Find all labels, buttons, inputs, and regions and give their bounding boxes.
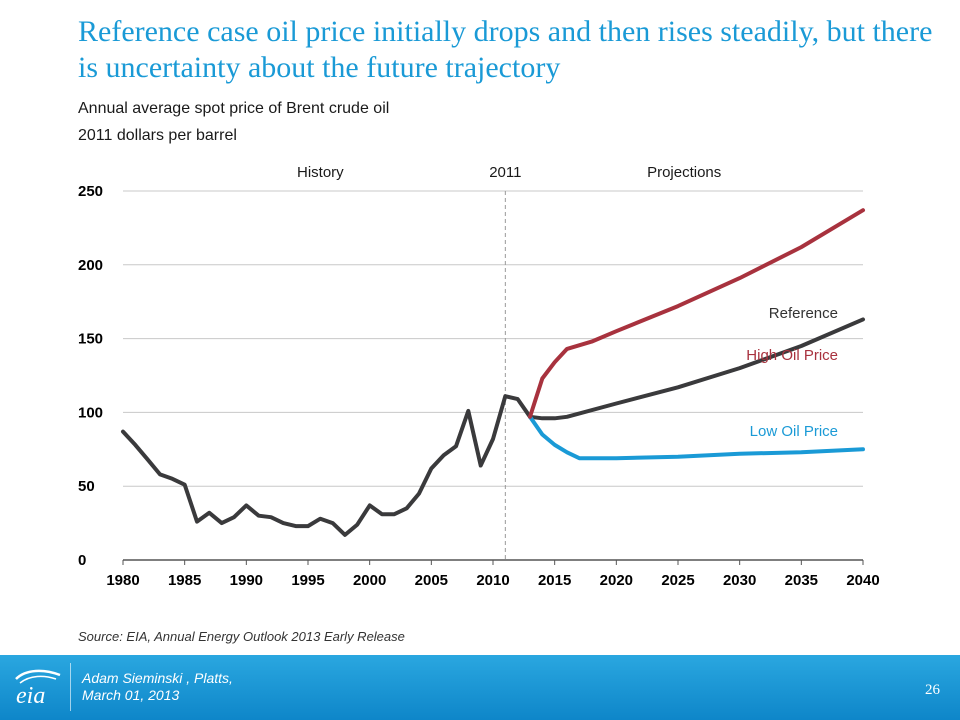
series-line-low: [528, 414, 865, 461]
chart-units: 2011 dollars per barrel: [78, 127, 237, 144]
chart-subtitle: Annual average spot price of Brent crude…: [78, 100, 390, 117]
x-tick-label: 2030: [723, 572, 756, 589]
y-tick-label: 100: [78, 404, 103, 421]
presenter-info: Adam Sieminski , Platts, March 01, 2013: [82, 670, 233, 704]
series-line-history: [121, 394, 532, 537]
page-number: 26: [925, 682, 940, 698]
x-tick-label: 2020: [600, 572, 633, 589]
x-tick-label: 2025: [661, 572, 694, 589]
source-note: Source: EIA, Annual Energy Outlook 2013 …: [78, 629, 405, 644]
x-tick-label: 2010: [476, 572, 509, 589]
logo-divider: [70, 663, 71, 711]
footer-bar: eia Adam Sieminski , Platts, March 01, 2…: [0, 655, 960, 720]
x-tick-label: 1980: [106, 572, 139, 589]
x-tick-label: 2040: [846, 572, 879, 589]
y-tick-label: 200: [78, 257, 103, 274]
projections-label: Projections: [647, 164, 721, 181]
x-tick-label: 1985: [168, 572, 201, 589]
x-tick-label: 2035: [785, 572, 818, 589]
series-label-high: High Oil Price: [746, 347, 838, 364]
x-tick-label: 2005: [415, 572, 448, 589]
x-tick-label: 2000: [353, 572, 386, 589]
slide-title: Reference case oil price initially drops…: [78, 15, 933, 84]
x-tick-label: 1995: [291, 572, 324, 589]
divider-year-label: 2011: [489, 164, 521, 181]
presenter-line-2: March 01, 2013: [82, 687, 180, 703]
history-label: History: [297, 164, 344, 181]
eia-logo-icon: eia: [15, 669, 61, 709]
series-label-reference: Reference: [769, 305, 838, 322]
y-tick-label: 50: [78, 478, 95, 495]
x-tick-label: 2015: [538, 572, 571, 589]
y-tick-label: 250: [78, 183, 103, 200]
y-tick-label: 150: [78, 331, 103, 348]
x-tick-label: 1990: [230, 572, 263, 589]
series-line-high: [528, 208, 865, 419]
series-label-low: Low Oil Price: [750, 423, 838, 440]
presenter-line-1: Adam Sieminski , Platts,: [82, 670, 233, 686]
oil-price-chart: 0 50 100 150 200 250 1980 1985 1990 1995 2000 2005 2…: [78, 164, 880, 589]
y-tick-label: 0: [78, 552, 86, 569]
series-line-reference: [528, 317, 865, 421]
logo-text: eia: [16, 683, 45, 709]
